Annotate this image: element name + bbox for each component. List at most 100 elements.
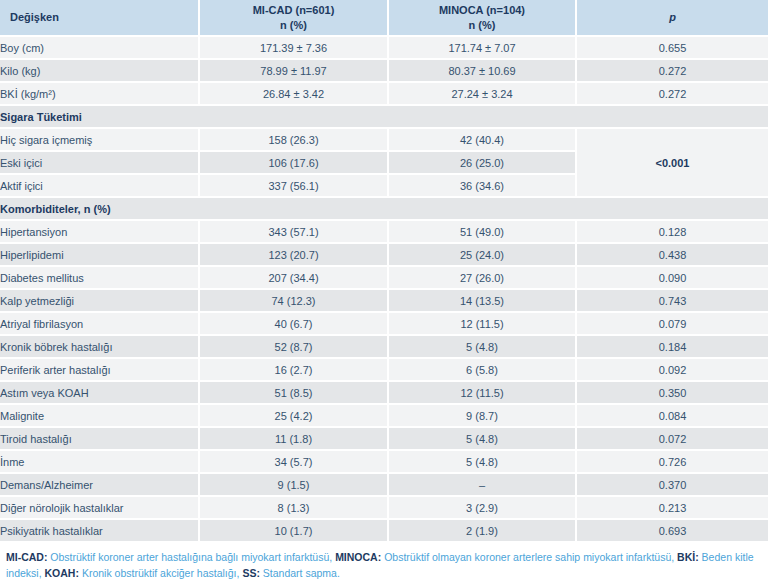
row-label: Eski içici <box>0 151 199 174</box>
micad-value: 16 (2.7) <box>199 358 388 381</box>
row-label: Hiç sigara içmemiş <box>0 128 199 151</box>
micad-value: 52 (8.7) <box>199 335 388 358</box>
minoca-value: 12 (11.5) <box>388 312 576 335</box>
micad-value: 106 (17.6) <box>199 151 388 174</box>
column-header-micad-line2: n (%) <box>200 18 387 33</box>
column-header-minoca: MINOCA (n=104) n (%) <box>388 0 576 36</box>
footnote-abbr: MI-CAD: <box>6 551 47 563</box>
footnote-abbr: MINOCA: <box>335 551 381 563</box>
table-row: İnme 34 (5.7) 5 (4.8) 0.726 <box>0 450 768 473</box>
column-header-p: p <box>576 0 768 36</box>
micad-value: 9 (1.5) <box>199 473 388 496</box>
minoca-value: 5 (4.8) <box>388 335 576 358</box>
table-row: Kronik böbrek hastalığı 52 (8.7) 5 (4.8)… <box>0 335 768 358</box>
table-row: Hipertansiyon 343 (57.1) 51 (49.0) 0.128 <box>0 220 768 243</box>
row-label: Periferik arter hastalığı <box>0 358 199 381</box>
micad-value: 51 (8.5) <box>199 381 388 404</box>
p-value-merged-smoking: <0.001 <box>576 128 768 197</box>
table-row: Astım veya KOAH 51 (8.5) 12 (11.5) 0.350 <box>0 381 768 404</box>
minoca-value: 14 (13.5) <box>388 289 576 312</box>
micad-value: 34 (5.7) <box>199 450 388 473</box>
row-label: Hipertansiyon <box>0 220 199 243</box>
table-row: Malignite 25 (4.2) 9 (8.7) 0.084 <box>0 404 768 427</box>
p-value: 0.693 <box>576 519 768 542</box>
column-header-micad: MI-CAD (n=601) n (%) <box>199 0 388 36</box>
footnote-definition: Obstrüktif koroner arter hastalığına bağ… <box>50 551 332 563</box>
row-label: Kalp yetmezliği <box>0 289 199 312</box>
micad-value: 40 (6.7) <box>199 312 388 335</box>
micad-value: 78.99 ± 11.97 <box>199 59 388 82</box>
p-value: 0.079 <box>576 312 768 335</box>
baseline-characteristics-table: Değişken MI-CAD (n=601) n (%) MINOCA (n=… <box>0 0 768 543</box>
micad-value: 11 (1.8) <box>199 427 388 450</box>
column-header-variable-label: Değişken <box>10 11 59 23</box>
row-label: Psikiyatrik hastalıklar <box>0 519 199 542</box>
table-row: Kilo (kg) 78.99 ± 11.97 80.37 ± 10.69 0.… <box>0 59 768 82</box>
micad-value: 343 (57.1) <box>199 220 388 243</box>
page: Değişken MI-CAD (n=601) n (%) MINOCA (n=… <box>0 0 768 579</box>
p-value: 0.350 <box>576 381 768 404</box>
table-row: Diabetes mellitus 207 (34.4) 27 (26.0) 0… <box>0 266 768 289</box>
minoca-value: 5 (4.8) <box>388 450 576 473</box>
minoca-value: 25 (24.0) <box>388 243 576 266</box>
footnote-definition: Standart sapma. <box>263 567 340 579</box>
row-label: İnme <box>0 450 199 473</box>
row-label: BKİ (kg/m²) <box>0 82 199 105</box>
section-row: Komorbiditeler, n (%) <box>0 197 768 220</box>
table-row: Periferik arter hastalığı 16 (2.7) 6 (5.… <box>0 358 768 381</box>
footnote-abbr: SS: <box>242 567 260 579</box>
row-label: Kronik böbrek hastalığı <box>0 335 199 358</box>
table-row: Tiroid hastalığı 11 (1.8) 5 (4.8) 0.072 <box>0 427 768 450</box>
table-row: Atriyal fibrilasyon 40 (6.7) 12 (11.5) 0… <box>0 312 768 335</box>
micad-value: 26.84 ± 3.42 <box>199 82 388 105</box>
section-header-smoking: Sigara Tüketimi <box>0 105 768 128</box>
p-value: 0.092 <box>576 358 768 381</box>
p-value: 0.655 <box>576 36 768 59</box>
micad-value: 158 (26.3) <box>199 128 388 151</box>
p-value: 0.726 <box>576 450 768 473</box>
row-label: Aktif içici <box>0 174 199 197</box>
p-value: 0.090 <box>576 266 768 289</box>
p-value: 0.438 <box>576 243 768 266</box>
minoca-value: 5 (4.8) <box>388 427 576 450</box>
micad-value: 8 (1.3) <box>199 496 388 519</box>
p-value: 0.184 <box>576 335 768 358</box>
minoca-value: 2 (1.9) <box>388 519 576 542</box>
minoca-value: 6 (5.8) <box>388 358 576 381</box>
table-row: Psikiyatrik hastalıklar 10 (1.7) 2 (1.9)… <box>0 519 768 542</box>
minoca-value: 171.74 ± 7.07 <box>388 36 576 59</box>
footnote-abbr: BKİ: <box>677 551 699 563</box>
section-row: Sigara Tüketimi <box>0 105 768 128</box>
column-header-variable: Değişken <box>0 0 199 36</box>
row-label: Hiperlipidemi <box>0 243 199 266</box>
minoca-value: 3 (2.9) <box>388 496 576 519</box>
micad-value: 337 (56.1) <box>199 174 388 197</box>
column-header-micad-line1: MI-CAD (n=601) <box>200 3 387 18</box>
minoca-value: 42 (40.4) <box>388 128 576 151</box>
minoca-value: 36 (34.6) <box>388 174 576 197</box>
micad-value: 171.39 ± 7.36 <box>199 36 388 59</box>
micad-value: 123 (20.7) <box>199 243 388 266</box>
row-label: Diabetes mellitus <box>0 266 199 289</box>
p-value: 0.272 <box>576 82 768 105</box>
p-value: 0.213 <box>576 496 768 519</box>
table-row: BKİ (kg/m²) 26.84 ± 3.42 27.24 ± 3.24 0.… <box>0 82 768 105</box>
section-header-comorbidities: Komorbiditeler, n (%) <box>0 197 768 220</box>
column-header-p-label: p <box>669 11 676 23</box>
footnote-abbr: KOAH: <box>45 567 79 579</box>
table-row: Demans/Alzheimer 9 (1.5) – 0.370 <box>0 473 768 496</box>
p-value: 0.128 <box>576 220 768 243</box>
table-row: Hiç sigara içmemiş 158 (26.3) 42 (40.4) … <box>0 128 768 151</box>
minoca-value: 26 (25.0) <box>388 151 576 174</box>
minoca-value: 9 (8.7) <box>388 404 576 427</box>
p-value: 0.072 <box>576 427 768 450</box>
micad-value: 207 (34.4) <box>199 266 388 289</box>
micad-value: 74 (12.3) <box>199 289 388 312</box>
footnote-definition: Kronik obstrüktif akciğer hastalığı, <box>82 567 240 579</box>
minoca-value: 27.24 ± 3.24 <box>388 82 576 105</box>
minoca-value: 80.37 ± 10.69 <box>388 59 576 82</box>
minoca-value: 27 (26.0) <box>388 266 576 289</box>
table-row: Boy (cm) 171.39 ± 7.36 171.74 ± 7.07 0.6… <box>0 36 768 59</box>
footnote-definition: Obstrüktif olmayan koroner arterlere sah… <box>384 551 674 563</box>
minoca-value: 12 (11.5) <box>388 381 576 404</box>
